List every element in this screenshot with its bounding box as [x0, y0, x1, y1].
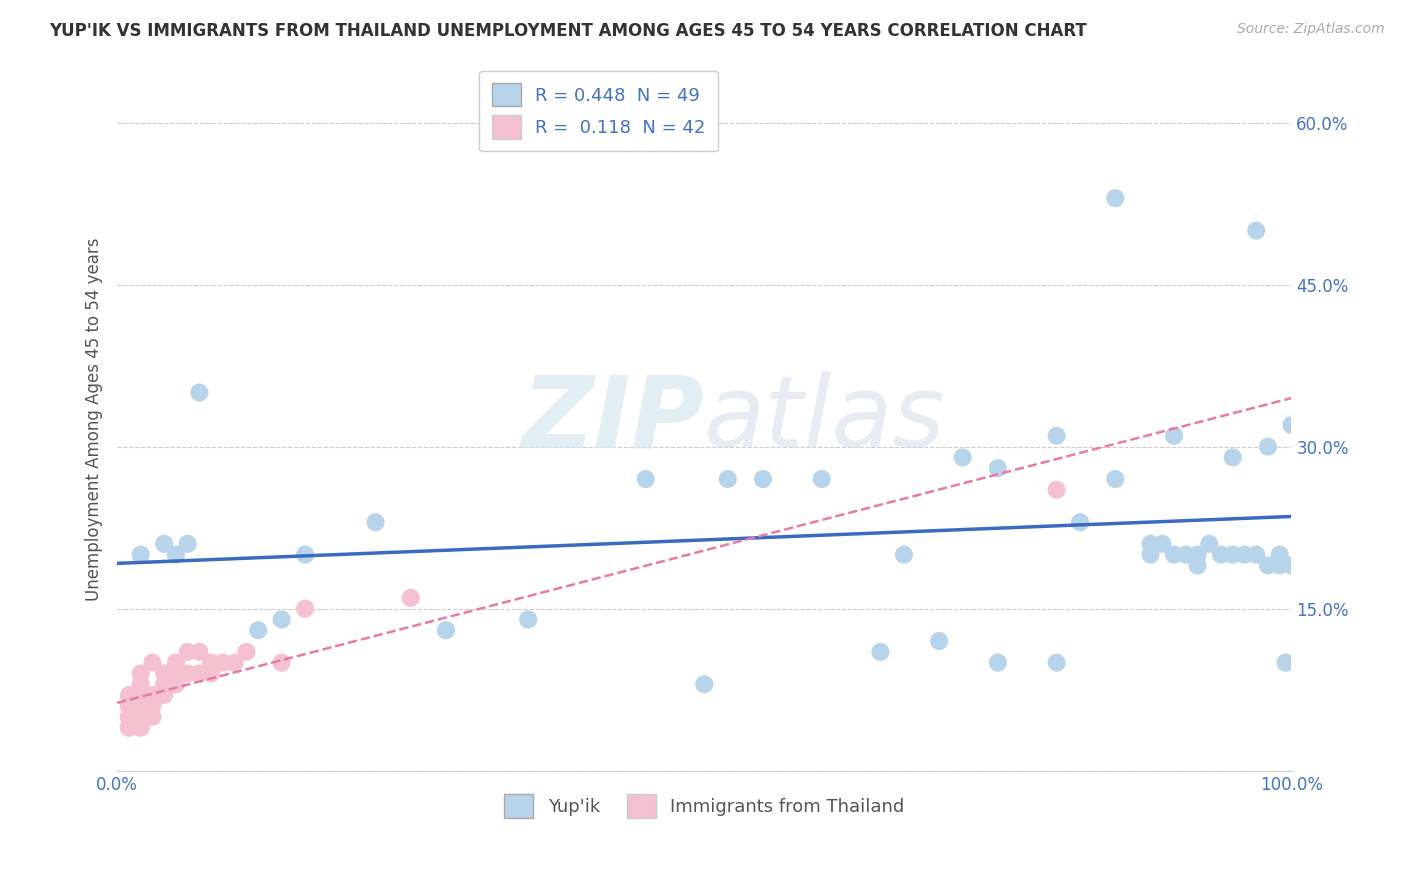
Point — [118, 698, 141, 713]
Point — [224, 656, 246, 670]
Point — [165, 656, 187, 670]
Point — [1152, 537, 1174, 551]
Point — [141, 709, 163, 723]
Point — [1268, 558, 1291, 573]
Point — [118, 709, 141, 723]
Point — [1163, 429, 1185, 443]
Point — [129, 666, 152, 681]
Point — [118, 698, 141, 713]
Point — [1274, 656, 1296, 670]
Point — [434, 624, 457, 638]
Point — [188, 385, 211, 400]
Point — [176, 666, 198, 681]
Point — [399, 591, 422, 605]
Point — [118, 721, 141, 735]
Point — [153, 666, 176, 681]
Point — [1244, 223, 1267, 237]
Point — [1139, 548, 1161, 562]
Point — [165, 677, 187, 691]
Point — [1233, 548, 1256, 562]
Point — [153, 688, 176, 702]
Point — [176, 537, 198, 551]
Point — [1209, 548, 1232, 562]
Point — [1281, 417, 1303, 432]
Point — [270, 612, 292, 626]
Point — [1104, 191, 1126, 205]
Point — [129, 677, 152, 691]
Point — [153, 537, 176, 551]
Point — [188, 666, 211, 681]
Point — [294, 601, 316, 615]
Point — [928, 634, 950, 648]
Point — [129, 721, 152, 735]
Text: YUP'IK VS IMMIGRANTS FROM THAILAND UNEMPLOYMENT AMONG AGES 45 TO 54 YEARS CORREL: YUP'IK VS IMMIGRANTS FROM THAILAND UNEMP… — [49, 22, 1087, 40]
Point — [1222, 548, 1244, 562]
Point — [200, 656, 222, 670]
Point — [1045, 483, 1067, 497]
Point — [717, 472, 740, 486]
Point — [1069, 515, 1091, 529]
Point — [141, 688, 163, 702]
Point — [952, 450, 974, 465]
Point — [987, 656, 1010, 670]
Point — [212, 656, 235, 670]
Point — [1045, 656, 1067, 670]
Point — [1187, 548, 1209, 562]
Point — [129, 548, 152, 562]
Point — [165, 666, 187, 681]
Point — [869, 645, 891, 659]
Point — [129, 721, 152, 735]
Point — [188, 645, 211, 659]
Point — [129, 698, 152, 713]
Point — [200, 666, 222, 681]
Point — [517, 612, 540, 626]
Point — [129, 709, 152, 723]
Point — [752, 472, 775, 486]
Point — [1045, 429, 1067, 443]
Point — [1268, 548, 1291, 562]
Point — [1163, 548, 1185, 562]
Point — [129, 688, 152, 702]
Point — [118, 688, 141, 702]
Point — [118, 721, 141, 735]
Point — [247, 624, 270, 638]
Text: Source: ZipAtlas.com: Source: ZipAtlas.com — [1237, 22, 1385, 37]
Legend: Yup'ik, Immigrants from Thailand: Yup'ik, Immigrants from Thailand — [496, 788, 911, 825]
Point — [1174, 548, 1197, 562]
Point — [294, 548, 316, 562]
Point — [693, 677, 716, 691]
Point — [176, 645, 198, 659]
Point — [634, 472, 657, 486]
Point — [1139, 537, 1161, 551]
Text: atlas: atlas — [704, 371, 946, 468]
Point — [129, 709, 152, 723]
Point — [270, 656, 292, 670]
Point — [1104, 472, 1126, 486]
Point — [118, 709, 141, 723]
Y-axis label: Unemployment Among Ages 45 to 54 years: Unemployment Among Ages 45 to 54 years — [86, 238, 103, 601]
Point — [1257, 558, 1279, 573]
Point — [1187, 558, 1209, 573]
Point — [118, 709, 141, 723]
Point — [141, 656, 163, 670]
Point — [364, 515, 387, 529]
Point — [987, 461, 1010, 475]
Point — [1198, 537, 1220, 551]
Point — [118, 721, 141, 735]
Point — [1244, 548, 1267, 562]
Point — [810, 472, 832, 486]
Point — [235, 645, 257, 659]
Point — [165, 548, 187, 562]
Point — [153, 677, 176, 691]
Point — [1281, 558, 1303, 573]
Point — [141, 698, 163, 713]
Text: ZIP: ZIP — [522, 371, 704, 468]
Point — [1257, 440, 1279, 454]
Point — [1222, 450, 1244, 465]
Point — [118, 709, 141, 723]
Point — [893, 548, 915, 562]
Point — [129, 698, 152, 713]
